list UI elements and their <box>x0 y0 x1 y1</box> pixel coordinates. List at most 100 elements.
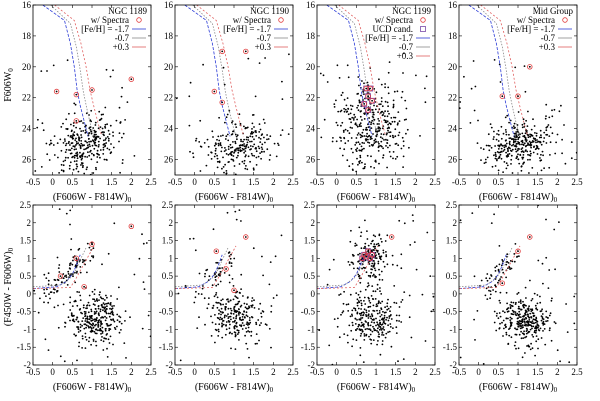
data-point <box>370 144 373 146</box>
data-point <box>518 136 521 139</box>
data-point <box>573 322 576 325</box>
data-point <box>246 143 248 146</box>
data-point <box>64 140 66 142</box>
data-point <box>104 328 107 330</box>
data-point <box>489 290 492 292</box>
y-tick-label: 22 <box>22 93 31 103</box>
data-point <box>70 238 73 240</box>
data-point <box>370 137 373 140</box>
y-tick-label: 18 <box>448 31 458 41</box>
data-point <box>245 165 247 167</box>
data-point <box>216 296 219 299</box>
data-point <box>80 134 82 136</box>
data-point <box>381 340 384 342</box>
data-point <box>525 316 527 319</box>
data-point <box>368 142 371 144</box>
data-point <box>245 323 248 325</box>
data-point <box>56 256 59 259</box>
data-point <box>238 113 241 116</box>
data-point <box>535 141 537 144</box>
data-point <box>361 161 363 164</box>
data-point <box>372 273 375 276</box>
data-point <box>380 145 383 148</box>
data-point <box>360 317 362 319</box>
data-point <box>374 329 377 332</box>
data-point <box>501 259 504 261</box>
data-point <box>42 129 45 132</box>
data-point <box>528 305 530 308</box>
data-point <box>141 233 143 236</box>
data-point <box>79 151 81 154</box>
data-point <box>244 316 246 319</box>
data-point <box>504 323 507 326</box>
data-point <box>382 249 385 252</box>
data-point <box>258 136 260 139</box>
data-point <box>543 137 546 139</box>
data-point <box>179 359 182 362</box>
data-point <box>497 144 499 147</box>
data-point <box>241 322 244 324</box>
y-tick-label: 2.5 <box>162 200 174 210</box>
data-point <box>62 169 65 172</box>
data-point <box>357 76 360 78</box>
data-point <box>245 314 248 317</box>
data-point <box>277 144 280 147</box>
data-point <box>505 142 508 145</box>
data-point <box>502 310 504 313</box>
data-point <box>108 315 111 318</box>
data-point <box>527 153 529 156</box>
data-point <box>261 148 264 151</box>
data-point <box>99 291 101 294</box>
data-point <box>346 97 349 99</box>
data-point <box>211 321 214 324</box>
data-point <box>373 327 375 330</box>
data-point <box>515 157 518 160</box>
data-point <box>57 326 60 329</box>
data-point <box>230 312 233 315</box>
data-point <box>534 321 537 324</box>
data-point <box>225 153 228 155</box>
data-point <box>354 309 357 312</box>
data-point <box>357 163 359 166</box>
data-point <box>189 81 192 84</box>
data-point <box>84 323 87 326</box>
data-point <box>525 297 527 299</box>
data-point <box>34 170 37 172</box>
data-point <box>109 312 112 315</box>
data-point <box>69 301 71 304</box>
data-point <box>357 132 360 135</box>
data-point <box>213 144 216 147</box>
y-tick-label: -0.5 <box>301 307 316 317</box>
plot-area <box>175 209 283 362</box>
data-point <box>537 326 539 329</box>
data-point <box>358 296 361 299</box>
data-point <box>206 138 209 141</box>
data-point <box>368 335 370 338</box>
data-point <box>488 277 491 280</box>
data-point <box>517 134 520 136</box>
data-point <box>520 169 523 172</box>
data-point <box>525 304 527 307</box>
data-point <box>231 278 234 280</box>
spectra-point <box>389 234 395 240</box>
data-point <box>535 327 538 330</box>
data-point <box>326 283 329 286</box>
data-point <box>85 326 87 329</box>
data-point <box>385 332 388 335</box>
data-point <box>360 321 363 324</box>
data-point <box>238 314 240 316</box>
data-point <box>371 330 374 333</box>
data-point <box>192 152 194 155</box>
data-point <box>480 147 482 149</box>
data-point <box>364 163 366 166</box>
data-point <box>369 138 372 141</box>
data-point <box>105 302 107 305</box>
data-point <box>525 330 528 332</box>
data-point <box>86 144 89 147</box>
data-point <box>517 347 520 350</box>
data-point <box>258 324 261 327</box>
data-point <box>92 338 95 341</box>
data-point <box>249 135 252 138</box>
data-point <box>90 323 93 326</box>
data-point <box>384 240 387 242</box>
